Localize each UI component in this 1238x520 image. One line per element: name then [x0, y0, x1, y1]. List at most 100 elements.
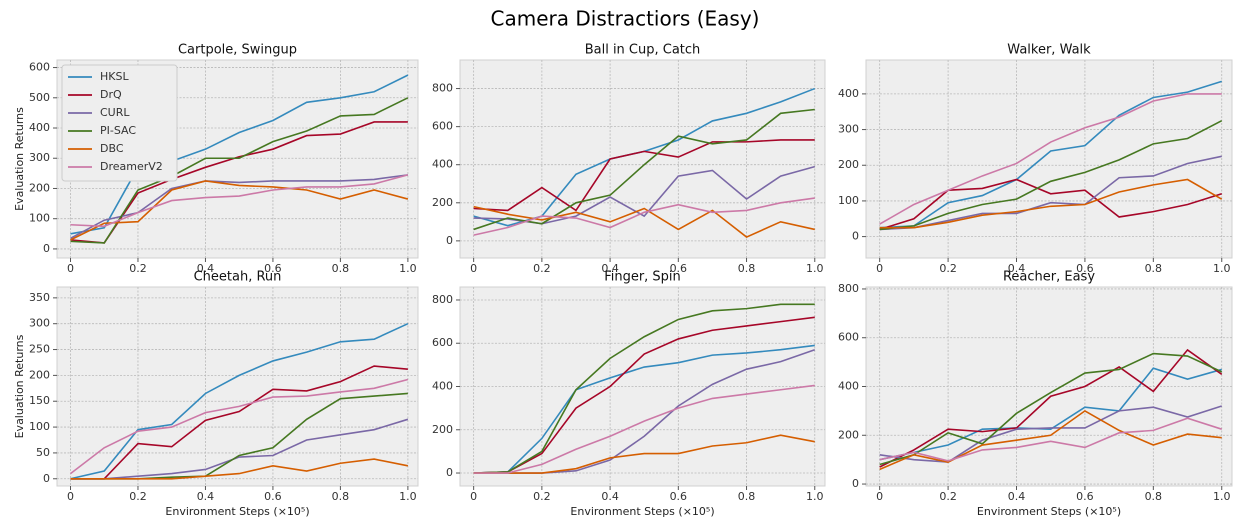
y-tick-label: 200	[432, 423, 453, 436]
y-tick-label: 600	[432, 336, 453, 349]
y-tick-label: 100	[838, 194, 859, 207]
y-tick-label: 50	[36, 446, 50, 459]
series-line: DreamerV2	[879, 417, 1222, 462]
series-line: DrQ	[473, 139, 815, 212]
x-tick-label: 0.2	[939, 262, 957, 275]
x-tick-label: 0	[876, 490, 883, 503]
figure-title: Camera Distractiors (Easy)	[491, 7, 760, 31]
y-tick-label: 200	[29, 181, 50, 194]
legend-label: DreamerV2	[100, 160, 163, 173]
series-line: DBC	[473, 434, 815, 474]
series-line: PI-SAC	[473, 108, 815, 231]
series-line: PI-SAC	[70, 97, 409, 244]
x-tick-label: 0.6	[264, 262, 282, 275]
y-tick-label: 300	[29, 317, 50, 330]
plot-area	[459, 59, 826, 259]
y-tick-label: 800	[432, 293, 453, 306]
series-line: DreamerV2	[473, 197, 815, 236]
x-axis-label: Environment Steps (×10⁵)	[165, 505, 309, 518]
y-tick-label: 300	[29, 151, 50, 164]
x-tick-label: 0.4	[1008, 490, 1026, 503]
legend-label: DBC	[100, 142, 124, 155]
x-tick-label: 0	[67, 490, 74, 503]
y-tick-label: 600	[838, 331, 859, 344]
x-tick-label: 1.0	[806, 262, 824, 275]
series-line: DrQ	[879, 178, 1222, 231]
y-tick-label: 0	[446, 234, 453, 247]
series-line: DrQ	[879, 348, 1223, 468]
series-line: DrQ	[70, 365, 408, 480]
y-tick-label: 350	[29, 291, 50, 304]
x-tick-label: 0.4	[601, 490, 619, 503]
x-tick-label: 1.0	[1213, 262, 1231, 275]
series-line: HKSL	[879, 80, 1222, 229]
series-line: CURL	[879, 155, 1222, 231]
x-tick-label: 0.6	[264, 490, 282, 503]
series-line: PI-SAC	[879, 352, 1223, 466]
x-tick-label: 0.2	[939, 490, 957, 503]
x-tick-label: 0.4	[601, 262, 619, 275]
x-tick-label: 1.0	[399, 490, 417, 503]
x-tick-label: 0	[67, 262, 74, 275]
x-tick-label: 0.8	[738, 262, 756, 275]
series-line: DBC	[70, 458, 409, 480]
series-line: PI-SAC	[473, 303, 815, 474]
series-line: HKSL	[70, 322, 409, 480]
x-tick-label: 1.0	[1213, 490, 1231, 503]
x-axis-label: Environment Steps (×10⁵)	[570, 505, 714, 518]
x-tick-label: 1.0	[806, 490, 824, 503]
y-tick-label: 800	[432, 82, 453, 95]
y-tick-label: 200	[29, 368, 50, 381]
x-tick-label: 0	[876, 262, 883, 275]
y-axis-label: Evaluation Returns	[13, 334, 26, 438]
x-tick-label: 0.6	[670, 262, 688, 275]
y-tick-label: 400	[838, 380, 859, 393]
x-tick-label: 0.2	[129, 490, 147, 503]
series-line: DrQ	[70, 121, 408, 244]
series-line: DreamerV2	[70, 378, 409, 475]
x-tick-label: 0.8	[738, 490, 756, 503]
y-tick-label: 0	[852, 477, 859, 490]
series-line: DrQ	[473, 316, 815, 474]
y-tick-label: 150	[29, 394, 50, 407]
y-tick-label: 100	[29, 420, 50, 433]
legend-label: CURL	[100, 106, 130, 119]
y-tick-label: 600	[29, 61, 50, 74]
series-line: DBC	[879, 409, 1222, 471]
x-tick-label: 0.8	[332, 262, 350, 275]
subplot-title: Cartpole, Swingup	[178, 43, 297, 58]
series-line: DBC	[70, 180, 409, 241]
subplot-title: Walker, Walk	[1007, 43, 1091, 58]
y-tick-label: 800	[838, 282, 859, 295]
series-line: HKSL	[473, 344, 815, 474]
y-tick-label: 0	[446, 466, 453, 479]
y-tick-label: 200	[432, 196, 453, 209]
series-line: CURL	[70, 174, 408, 240]
series-line: DreamerV2	[473, 384, 815, 474]
x-tick-label: 0.4	[1008, 262, 1026, 275]
x-axis-label: Environment Steps (×10⁵)	[977, 505, 1121, 518]
y-tick-label: 400	[432, 380, 453, 393]
y-tick-label: 0	[43, 472, 50, 485]
y-tick-label: 500	[29, 91, 50, 104]
x-tick-label: 0.4	[197, 262, 215, 275]
x-tick-label: 0.6	[670, 490, 688, 503]
series-line: DreamerV2	[70, 174, 409, 228]
legend-label: DrQ	[100, 88, 122, 101]
y-tick-label: 600	[432, 120, 453, 133]
y-tick-label: 400	[838, 87, 859, 100]
x-tick-label: 0.6	[1076, 490, 1094, 503]
y-tick-label: 200	[838, 158, 859, 171]
y-tick-label: 250	[29, 343, 50, 356]
x-tick-label: 0.6	[1076, 262, 1094, 275]
y-tick-label: 400	[432, 158, 453, 171]
series-line: HKSL	[70, 74, 409, 235]
series-line: PI-SAC	[879, 119, 1223, 231]
x-tick-label: 0.8	[332, 490, 350, 503]
x-tick-label: 0	[470, 490, 477, 503]
y-tick-label: 400	[29, 121, 50, 134]
series-line: HKSL	[879, 367, 1222, 461]
x-tick-label: 1.0	[399, 262, 417, 275]
legend-label: PI-SAC	[100, 124, 136, 137]
